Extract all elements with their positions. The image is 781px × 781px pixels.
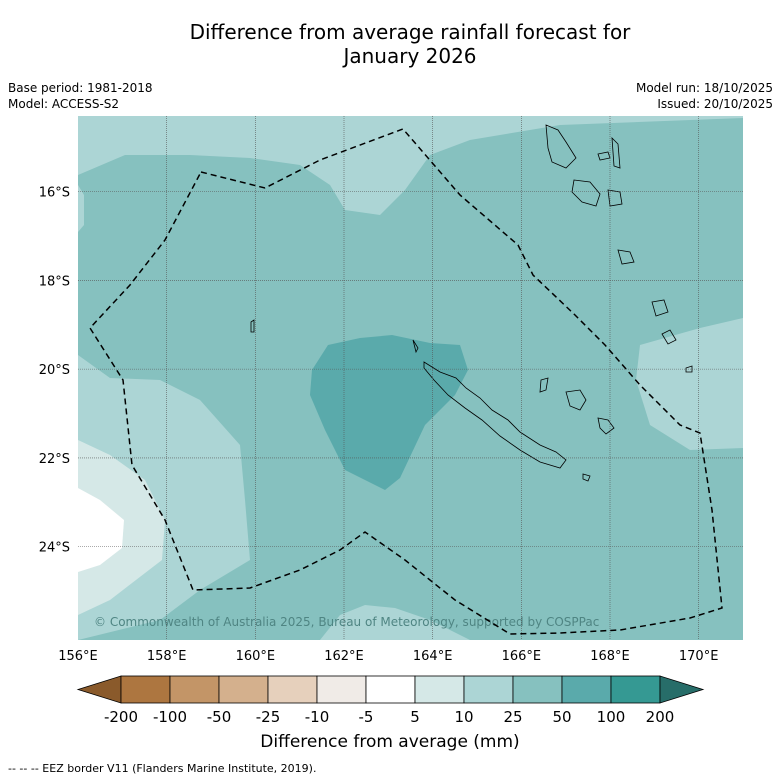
band-10-25-bottom — [320, 605, 470, 640]
model-name: Model: ACCESS-S2 — [8, 97, 120, 111]
colorbar-swatch — [365, 675, 416, 704]
colorbar-tick-label: -10 — [305, 708, 330, 726]
belep-coast — [412, 339, 419, 354]
colorbar-tick-label: -50 — [207, 708, 232, 726]
chart-title: Difference from average rainfall forecas… — [80, 20, 740, 68]
hunter-island-coast — [661, 329, 677, 345]
walpole-coast — [685, 365, 693, 373]
colorbar-tick-label: -200 — [104, 708, 138, 726]
colorbar-swatch — [414, 675, 465, 704]
new-caledonia-coast — [423, 361, 567, 469]
colorbar-extend-high — [659, 675, 705, 704]
colorbar-swatch — [561, 675, 612, 704]
colorbar-swatch — [120, 675, 171, 704]
x-tick-label: 162°E — [324, 649, 364, 664]
colorbar-swatch — [610, 675, 661, 704]
title-line-2: January 2026 — [343, 44, 477, 68]
grid-lines — [78, 116, 743, 640]
y-tick-label: 24°S — [39, 541, 70, 556]
chesterfield-coast — [250, 319, 255, 333]
x-tick-label: 156°E — [58, 649, 98, 664]
coastlines — [250, 124, 693, 482]
meta-right: Model run: 18/10/2025 Issued: 20/10/2025 — [636, 80, 773, 112]
rainfall-map: © Commonwealth of Australia 2025, Bureau… — [78, 116, 743, 640]
x-tick-label: 160°E — [236, 649, 276, 664]
band-10-25-edge — [78, 185, 84, 232]
colorbar-swatch — [316, 675, 367, 704]
model-run: Model run: 18/10/2025 — [635, 81, 773, 95]
colorbar-swatch — [463, 675, 514, 704]
x-tick-label: 168°E — [590, 649, 630, 664]
band-10-25-top — [78, 116, 743, 215]
x-tick-label: 170°E — [679, 649, 719, 664]
title-line-1: Difference from average rainfall forecas… — [189, 20, 631, 44]
y-tick-label: 16°S — [39, 185, 70, 200]
eez-border — [89, 128, 723, 635]
ouvea-coast — [539, 377, 549, 393]
y-tick-label: 18°S — [39, 274, 70, 289]
colorbar: -200 -100 -50 -25 -10 -5 5 10 25 50 100 200 — [76, 675, 705, 726]
vanuatu-erromango-coast — [617, 249, 635, 265]
colorbar-label: Difference from average (mm) — [260, 732, 519, 752]
colorbar-swatch — [267, 675, 318, 704]
loyalty-lifou-coast — [565, 389, 587, 411]
copyright-text: © Commonwealth of Australia 2025, Bureau… — [94, 615, 599, 629]
x-tick-label: 166°E — [502, 649, 542, 664]
meta-left: Base period: 1981-2018 Model: ACCESS-S2 — [8, 80, 153, 112]
colorbar-tick-label: -5 — [359, 708, 374, 726]
y-axis-ticks: 16°S 18°S 20°S 22°S 24°S — [39, 185, 70, 555]
matthew-island-coast — [651, 299, 669, 317]
x-tick-label: 158°E — [147, 649, 187, 664]
isle-of-pines-coast — [582, 473, 591, 482]
colorbar-tick-label: -25 — [256, 708, 281, 726]
colorbar-swatch — [512, 675, 563, 704]
x-tick-label: 164°E — [413, 649, 453, 664]
issued-date: Issued: 20/10/2025 — [657, 97, 773, 111]
footer-note: -- -- -- EEZ border V11 (Flanders Marine… — [8, 762, 317, 775]
colorbar-extend-low — [76, 675, 122, 704]
colorbar-swatch — [169, 675, 220, 704]
base-period: Base period: 1981-2018 — [8, 81, 153, 95]
band-neutral-left — [78, 488, 124, 572]
colorbar-tick-label: 200 — [646, 708, 675, 726]
colorbar-tick-label: -100 — [153, 708, 187, 726]
colorbar-tick-label: 50 — [552, 708, 571, 726]
colorbar-tick-label: 10 — [454, 708, 473, 726]
band-10-25-right — [636, 318, 743, 450]
y-tick-label: 20°S — [39, 363, 70, 378]
colorbar-tick-label: 100 — [597, 708, 626, 726]
x-axis-ticks: 156°E 158°E 160°E 162°E 164°E 166°E 168°E 170°E — [58, 649, 718, 664]
colorbar-tick-label: 5 — [410, 708, 420, 726]
colorbar-swatch — [218, 675, 269, 704]
colorbar-tick-label: 25 — [503, 708, 522, 726]
vanuatu-malekula-coast — [571, 179, 601, 207]
vanuatu-santo-coast — [545, 124, 577, 169]
y-tick-label: 22°S — [39, 452, 70, 467]
vanuatu-maewo-coast — [611, 136, 621, 169]
